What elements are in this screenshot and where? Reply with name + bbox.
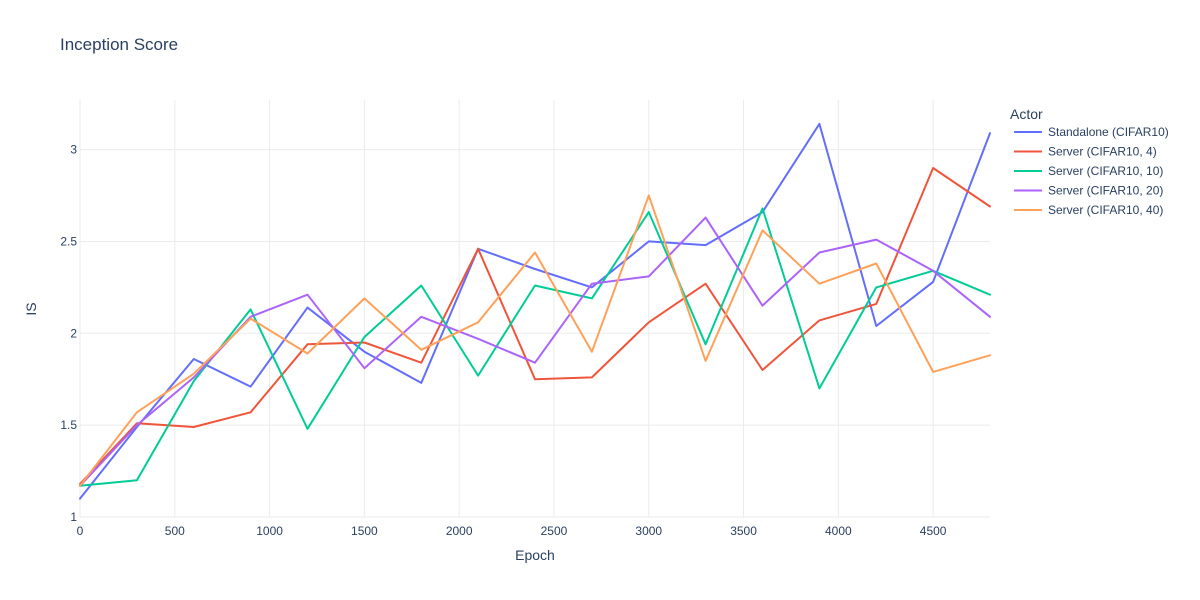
series-line-3[interactable] [79,207,991,487]
x-tick-label: 3000 [635,524,662,538]
series-line-1[interactable] [79,122,991,500]
legend-label: Server (CIFAR10, 20) [1048,184,1163,198]
x-tick-label: 4500 [920,524,947,538]
legend-items[interactable]: Standalone (CIFAR10) Server (CIFAR10, 4) S… [1014,125,1169,217]
legend-title: Actor [1010,106,1043,122]
legend[interactable]: Actor Standalone (CIFAR10) Server (CIFAR1… [1010,106,1169,217]
y-tick-label: 1.5 [60,418,77,432]
legend-label: Server (CIFAR10, 4) [1048,145,1157,159]
legend-item[interactable]: Server (CIFAR10, 4) [1014,145,1157,159]
y-axis-title: IS [23,302,39,315]
y-tick-label: 1 [70,510,77,524]
x-tick-label: 3500 [730,524,757,538]
legend-item[interactable]: Server (CIFAR10, 20) [1014,184,1163,198]
y-axis-ticks: 1 1.5 2 2.5 3 [60,143,77,524]
x-axis-ticks: 0 500 1000 1500 2000 2500 3000 3500 4000 4500 [77,524,947,538]
series-lines [79,122,991,500]
y-tick-label: 3 [70,143,77,157]
legend-item[interactable]: Server (CIFAR10, 10) [1014,164,1163,178]
x-tick-label: 4000 [825,524,852,538]
legend-item[interactable]: Standalone (CIFAR10) [1014,125,1169,139]
legend-label: Server (CIFAR10, 10) [1048,164,1163,178]
x-tick-label: 1000 [256,524,283,538]
x-tick-label: 2000 [446,524,473,538]
gridlines [79,100,990,518]
x-axis-title: Epoch [515,547,555,563]
x-tick-label: 500 [165,524,185,538]
series-line-5[interactable] [79,194,991,487]
legend-item[interactable]: Server (CIFAR10, 40) [1014,203,1163,217]
x-tick-label: 0 [77,524,84,538]
series-line-2[interactable] [79,167,991,485]
legend-label: Server (CIFAR10, 40) [1048,203,1163,217]
x-tick-label: 2500 [541,524,568,538]
legend-label: Standalone (CIFAR10) [1048,125,1169,139]
chart-title: Inception Score [60,35,178,54]
y-tick-label: 2 [70,326,77,340]
y-tick-label: 2.5 [60,234,77,248]
x-tick-label: 1500 [351,524,378,538]
